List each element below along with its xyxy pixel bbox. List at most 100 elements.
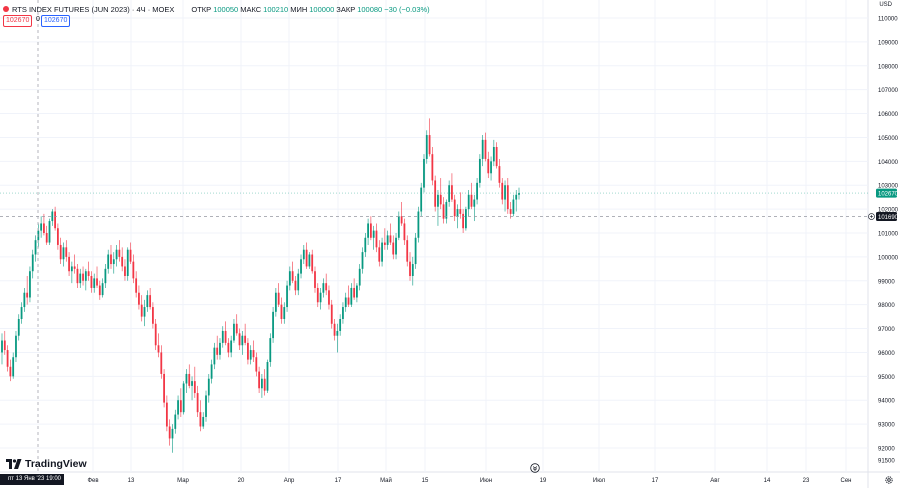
candle-body (235, 323, 238, 334)
brand-name: TradingView (25, 458, 87, 470)
x-tick-label: Фев (87, 478, 98, 484)
candle-body (280, 304, 283, 319)
candle-body (20, 307, 23, 319)
sell-price-box[interactable]: 102670 (3, 15, 33, 27)
candle (51, 209, 54, 226)
buy-price-box[interactable]: 102670 (41, 15, 71, 27)
candle (423, 154, 425, 193)
candle-body (171, 428, 174, 439)
candle-body (247, 342, 249, 360)
candle-body (84, 271, 87, 281)
x-tick-label: Июл (593, 478, 606, 484)
candle-body (174, 414, 177, 429)
candle-body (336, 330, 339, 336)
candle-body (210, 364, 213, 379)
candle-body (115, 249, 118, 260)
candle-body (353, 287, 356, 298)
candle (90, 271, 93, 293)
candle-body (238, 333, 241, 346)
candle (138, 285, 140, 310)
candle-body (484, 139, 487, 159)
x-tick-label: Май (380, 477, 392, 484)
candle-body (29, 271, 31, 298)
candle-body (417, 211, 420, 238)
candle (272, 307, 274, 343)
candle (17, 314, 20, 341)
currency-label[interactable]: USD (879, 2, 892, 8)
candle (193, 366, 196, 398)
x-tick-label: 17 (652, 478, 659, 484)
candle (274, 287, 277, 317)
candle (383, 228, 386, 250)
y-tick-label: 92000 (878, 447, 895, 453)
candle-body (160, 352, 163, 374)
candle (31, 249, 34, 279)
candle (473, 194, 476, 222)
candle (336, 323, 339, 353)
candle (230, 335, 233, 358)
y-tick-label: 109000 (878, 40, 899, 46)
candle-body (434, 180, 437, 207)
go-to-realtime-icon[interactable] (530, 463, 540, 473)
candle (333, 319, 336, 341)
candle (110, 244, 112, 269)
candle-body (490, 161, 492, 174)
x-tick-label: 19 (540, 478, 547, 484)
candle-body (87, 271, 90, 276)
candle (235, 314, 238, 336)
candle (367, 218, 369, 245)
candle-body (260, 378, 263, 389)
candle (196, 385, 199, 417)
candle-body (196, 393, 199, 413)
candle-body (233, 323, 235, 341)
candle (339, 314, 342, 336)
y-tick-label: 91500 (878, 458, 895, 464)
candle-body (90, 276, 93, 288)
candle-body (442, 204, 445, 219)
candle (68, 252, 70, 276)
candle-body (177, 400, 179, 415)
settings-gear-icon[interactable] (884, 475, 894, 485)
candle-body (110, 254, 112, 265)
candle-body (219, 342, 221, 355)
candle-body (104, 268, 107, 284)
candle (126, 247, 129, 281)
x-tick-label: 15 (422, 478, 429, 484)
candle (12, 352, 15, 379)
candle (79, 268, 82, 288)
candle (73, 254, 76, 274)
candle-body (476, 182, 478, 200)
symbol-title[interactable]: RTS INDEX FUTURES (JUN 2023) · 4Ч · MOEX (12, 4, 175, 14)
candle (216, 335, 219, 360)
candle-body (330, 304, 333, 324)
candle-body (51, 211, 54, 222)
candle (135, 271, 138, 298)
candle (515, 190, 518, 212)
candle (425, 130, 428, 164)
candle-body (193, 381, 196, 394)
candle-body (135, 278, 138, 293)
candle-body (322, 283, 325, 293)
candle (314, 266, 316, 293)
candle-body (227, 342, 230, 353)
candle (358, 264, 361, 291)
candle-body (364, 237, 367, 253)
candle (512, 194, 515, 217)
crosshair-time-label: пт 13 Янв '23 19:00 (0, 474, 64, 485)
candle (325, 273, 328, 296)
tradingview-logo[interactable]: TradingView (6, 458, 87, 470)
candle-body (428, 135, 431, 155)
crosshair-price-label-bg (876, 212, 897, 222)
crosshair-price-icon[interactable] (868, 213, 875, 220)
candle-body (333, 323, 336, 336)
candle-body (283, 307, 286, 319)
x-tick-label: 14 (764, 478, 771, 484)
x-tick-label: Июн (480, 478, 492, 484)
candle-body (367, 223, 369, 238)
x-tick-label: 17 (335, 478, 342, 484)
candle (96, 266, 98, 288)
candle (205, 390, 207, 422)
ohlc-close-label: ЗАКР (336, 4, 356, 14)
candle-body (288, 271, 291, 286)
